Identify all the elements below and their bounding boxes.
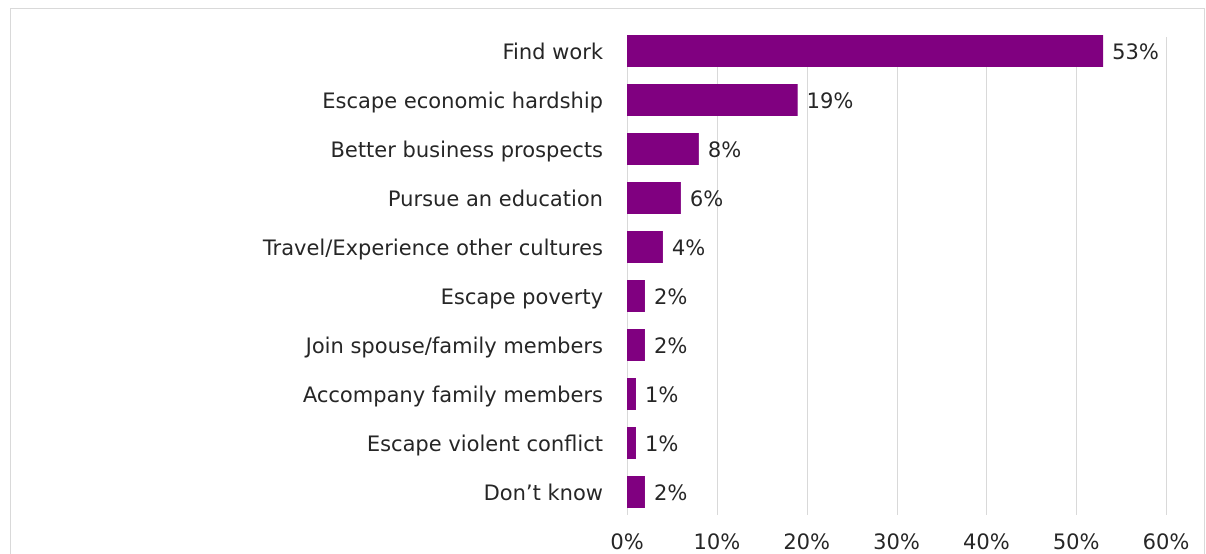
x-tick-label: 10%: [693, 530, 740, 554]
bar: [627, 133, 699, 165]
category-label: Don’t know: [484, 481, 603, 505]
data-label: 6%: [690, 187, 723, 211]
x-tick-label: 60%: [1143, 530, 1190, 554]
data-label: 19%: [807, 89, 854, 113]
bar: [627, 476, 645, 508]
bar: [627, 231, 663, 263]
category-label: Escape economic hardship: [322, 89, 603, 113]
x-tick-label: 50%: [1053, 530, 1100, 554]
data-label: 2%: [654, 334, 687, 358]
bar: [627, 427, 636, 459]
bar: [627, 280, 645, 312]
gridlines: [627, 37, 1167, 515]
x-tick-label: 0%: [610, 530, 643, 554]
data-label: 1%: [645, 383, 678, 407]
data-label: 1%: [645, 432, 678, 456]
category-label: Find work: [502, 40, 603, 64]
data-label: 4%: [672, 236, 705, 260]
x-tick-label: 40%: [963, 530, 1010, 554]
data-label: 53%: [1112, 40, 1159, 64]
x-axis-tick-labels: 0% 10% 20% 30% 40% 50% 60%: [610, 530, 1189, 554]
bar: [627, 329, 645, 361]
bar: [627, 182, 681, 214]
value-labels: 53% 19% 8% 6% 4% 2% 2% 1% 1% 2%: [645, 40, 1159, 505]
x-tick-label: 30%: [873, 530, 920, 554]
bars: [627, 35, 1104, 508]
data-label: 8%: [708, 138, 741, 162]
category-label: Join spouse/family members: [304, 334, 603, 358]
data-label: 2%: [654, 481, 687, 505]
x-tick-label: 20%: [783, 530, 830, 554]
category-label: Escape poverty: [441, 285, 603, 309]
data-label: 2%: [654, 285, 687, 309]
bar: [627, 35, 1104, 67]
category-label: Pursue an education: [388, 187, 603, 211]
bar: [627, 378, 636, 410]
chart-frame: [10, 8, 1205, 554]
category-label: Travel/Experience other cultures: [262, 236, 603, 260]
bar: [627, 84, 798, 116]
category-label: Escape violent conflict: [367, 432, 603, 456]
category-label: Better business prospects: [331, 138, 604, 162]
category-labels: Find work Escape economic hardship Better …: [262, 40, 604, 505]
category-label: Accompany family members: [303, 383, 603, 407]
